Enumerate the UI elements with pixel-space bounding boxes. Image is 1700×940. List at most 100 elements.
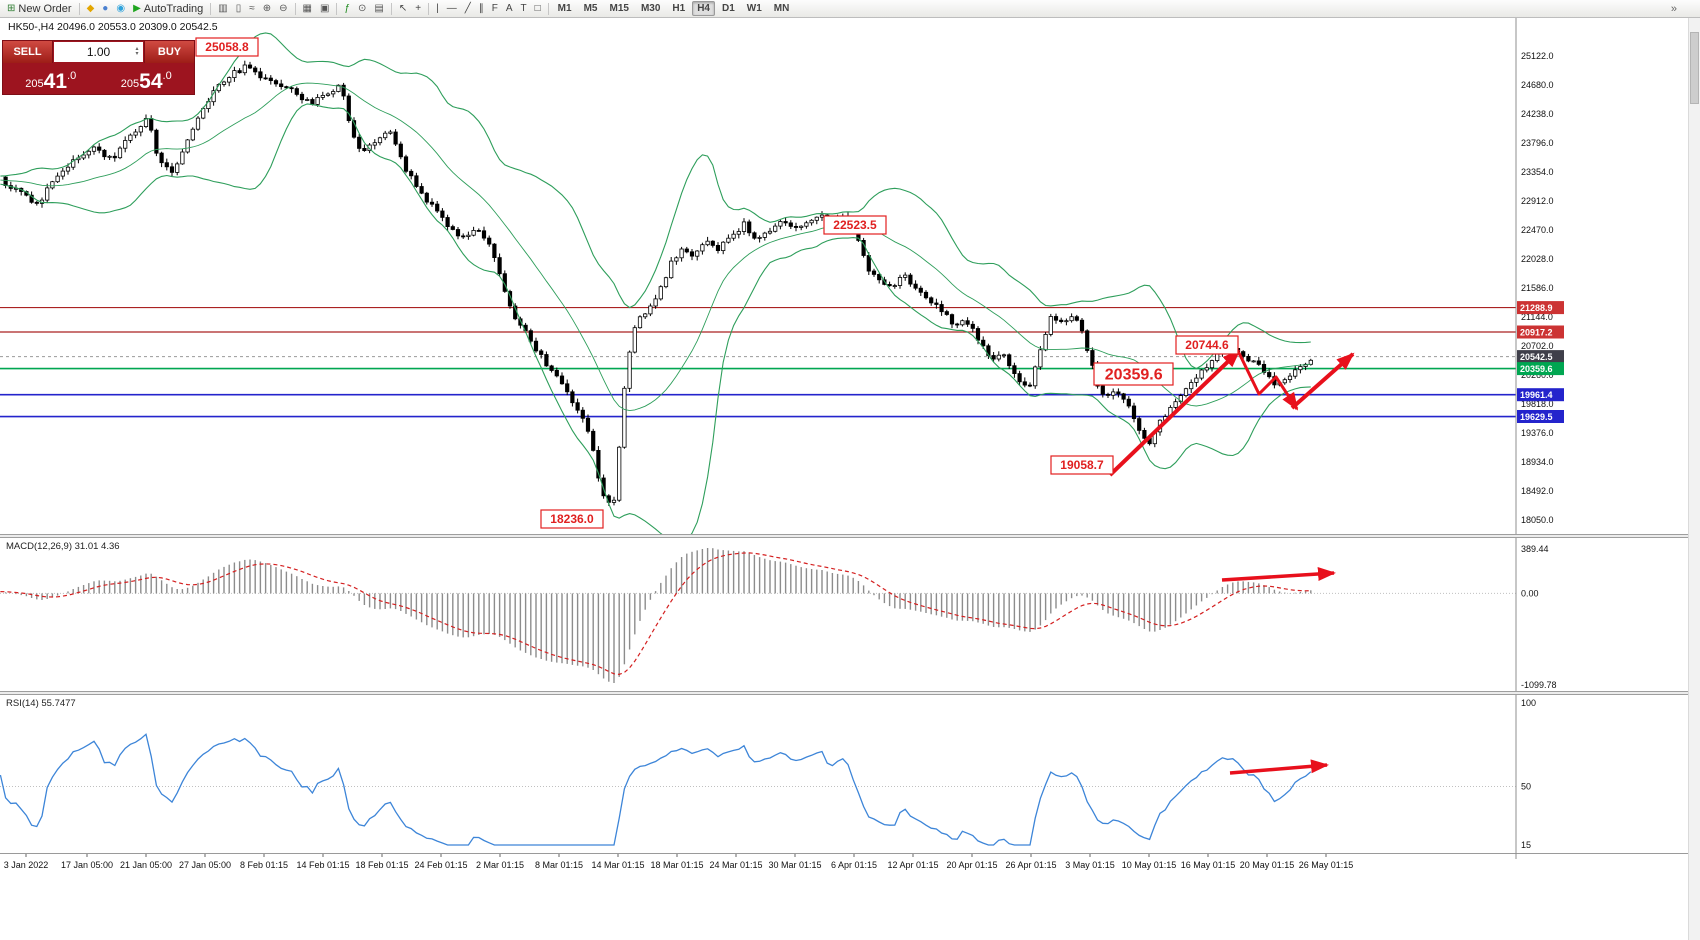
price-axis-label: 24680.0	[1521, 80, 1554, 90]
buy-button[interactable]: BUY	[144, 41, 194, 63]
templates-icon: ▤	[374, 2, 384, 14]
price-axis-label: 19376.0	[1521, 428, 1554, 438]
price-annotation-label[interactable]: 22523.5	[823, 215, 887, 235]
timeframe-h4-button[interactable]: H4	[692, 1, 715, 16]
price-axis-label: 25122.0	[1521, 51, 1554, 61]
time-axis-label: 17 Jan 05:00	[61, 860, 113, 870]
macd-axis-min-label: -1099.78	[1521, 680, 1557, 690]
bar-chart-button[interactable]: ▥	[214, 1, 231, 16]
trend-arrow[interactable]	[1290, 352, 1355, 410]
timeframe-m1-button[interactable]: M1	[557, 3, 572, 14]
timeframe-d1-button[interactable]: D1	[721, 3, 735, 14]
svg-text:20917.2: 20917.2	[1520, 328, 1553, 338]
timeframe-m5-button[interactable]: M5	[583, 3, 598, 14]
timeframe-m15-button[interactable]: M15	[609, 3, 629, 14]
toolbar-overflow-button[interactable]: »	[1670, 2, 1677, 15]
svg-text:18236.0: 18236.0	[550, 512, 594, 526]
timeframe-mn-button[interactable]: MN	[773, 3, 790, 14]
time-axis-label: 21 Jan 05:00	[120, 860, 172, 870]
trend-arrow[interactable]	[1221, 567, 1336, 582]
time-axis-label: 14 Feb 01:15	[296, 860, 349, 870]
time-axis-label: 10 May 01:15	[1122, 860, 1177, 870]
horizontal-line-button[interactable]: ―	[443, 1, 461, 16]
svg-text:19961.4: 19961.4	[1520, 390, 1553, 400]
time-axis-label: 20 May 01:15	[1240, 860, 1295, 870]
price-tag-20359.6: 20359.6	[1517, 362, 1564, 376]
fibonacci-icon: F	[491, 2, 498, 14]
time-axis-label: 8 Mar 01:15	[535, 860, 583, 870]
panel-splitter[interactable]	[0, 534, 1700, 538]
shapes-button[interactable]: □	[531, 1, 545, 16]
price-axis-label: 18050.0	[1521, 515, 1554, 525]
zoom-in-button[interactable]: ⊕	[259, 1, 275, 16]
indicators-icon: ƒ	[344, 2, 351, 14]
time-axis-label: 6 Apr 01:15	[831, 860, 877, 870]
timeframe-m30-button[interactable]: M30	[640, 3, 661, 14]
vertical-scrollbar[interactable]	[1688, 18, 1700, 940]
trend-arrow[interactable]	[1229, 759, 1329, 775]
text-button[interactable]: A	[502, 1, 517, 16]
price-annotation-label[interactable]: 20744.6	[1175, 335, 1239, 355]
bar-chart-icon: ▥	[218, 2, 228, 14]
rsi-axis-bottom-label: 15	[1521, 840, 1531, 850]
lot-size-field[interactable]: 1.00 ▴ ▾	[54, 42, 143, 62]
trend-arrow[interactable]	[1237, 352, 1299, 411]
text-label-button[interactable]: T	[517, 1, 531, 16]
crosshair-button[interactable]: +	[411, 1, 425, 16]
price-annotation-label[interactable]: 25058.8	[195, 37, 259, 57]
lot-decrease-icon[interactable]: ▾	[135, 51, 139, 57]
autotrading-button[interactable]: ▶ AutoTrading	[129, 1, 207, 16]
channel-icon: ∥	[478, 2, 484, 14]
lot-increase-icon[interactable]: ▴	[135, 46, 139, 52]
metaeditor-button[interactable]: ◆	[83, 1, 99, 16]
vertical-line-button[interactable]: |	[432, 1, 443, 16]
horizontal-line-icon: ―	[446, 2, 457, 14]
sell-button[interactable]: SELL	[3, 41, 53, 63]
templates-button[interactable]: ▤	[370, 1, 387, 16]
expert-advisors-button[interactable]: ●	[98, 1, 112, 16]
panel-splitter[interactable]	[0, 691, 1700, 695]
trendline-button[interactable]: ╱	[461, 1, 475, 16]
toolbar-separator	[547, 2, 549, 15]
timeframe-h1-button[interactable]: H1	[672, 3, 686, 14]
tile-windows-button[interactable]: ▦	[299, 1, 316, 16]
line-chart-button[interactable]: ≈	[245, 1, 259, 16]
toolbar-separator	[78, 2, 80, 15]
text-icon: A	[505, 2, 513, 14]
time-axis-label: 16 May 01:15	[1181, 860, 1236, 870]
new-order-button[interactable]: ⊞ New Order	[3, 1, 76, 16]
candlestick-chart-button[interactable]: ▯	[232, 1, 246, 16]
line-chart-icon: ≈	[249, 2, 255, 14]
zoom-out-button[interactable]: ⊖	[275, 1, 291, 16]
indicators-button[interactable]: ƒ	[340, 1, 354, 16]
time-axis-label: 27 Jan 05:00	[179, 860, 231, 870]
trend-arrow[interactable]	[1108, 349, 1241, 477]
scrollbar-thumb[interactable]	[1690, 32, 1699, 104]
price-axis-label: 20702.0	[1521, 341, 1554, 351]
price-axis-label: 21144.0	[1521, 312, 1553, 322]
svg-text:19058.7: 19058.7	[1060, 458, 1104, 472]
scripts-button[interactable]: ◉	[112, 1, 129, 16]
rsi-axis-top-label: 100	[1521, 698, 1536, 708]
periods-clock-icon: ⊙	[358, 2, 367, 14]
price-annotation-label[interactable]: 20359.6	[1093, 362, 1174, 386]
price-axis-label: 21586.0	[1521, 283, 1554, 293]
channel-button[interactable]: ∥	[475, 1, 488, 16]
toolbar-separator	[336, 2, 338, 15]
lot-spinner[interactable]: ▴ ▾	[132, 42, 142, 62]
cursor-button[interactable]: ↖	[395, 1, 411, 16]
expert-advisors-icon: ●	[102, 2, 109, 14]
buy-price: 205 54.0	[99, 63, 195, 94]
macd-axis-max-label: 389.44	[1521, 544, 1549, 554]
price-annotation-label[interactable]: 18236.0	[540, 509, 604, 529]
chart-ohlc-header: HK50-,H4 20496.0 20553.0 20309.0 20542.5	[8, 21, 218, 33]
price-annotation-label[interactable]: 19058.7	[1050, 455, 1114, 475]
metaeditor-icon: ◆	[86, 2, 95, 14]
cascade-windows-button[interactable]: ▣	[316, 1, 333, 16]
periods-button[interactable]: ⊙	[354, 1, 370, 16]
svg-text:20744.6: 20744.6	[1185, 338, 1229, 352]
timeframe-w1-button[interactable]: W1	[746, 3, 762, 14]
new-order-button-label: New Order	[18, 2, 72, 15]
fibonacci-button[interactable]: F	[488, 1, 502, 16]
buy-price-big: 54	[139, 70, 163, 93]
